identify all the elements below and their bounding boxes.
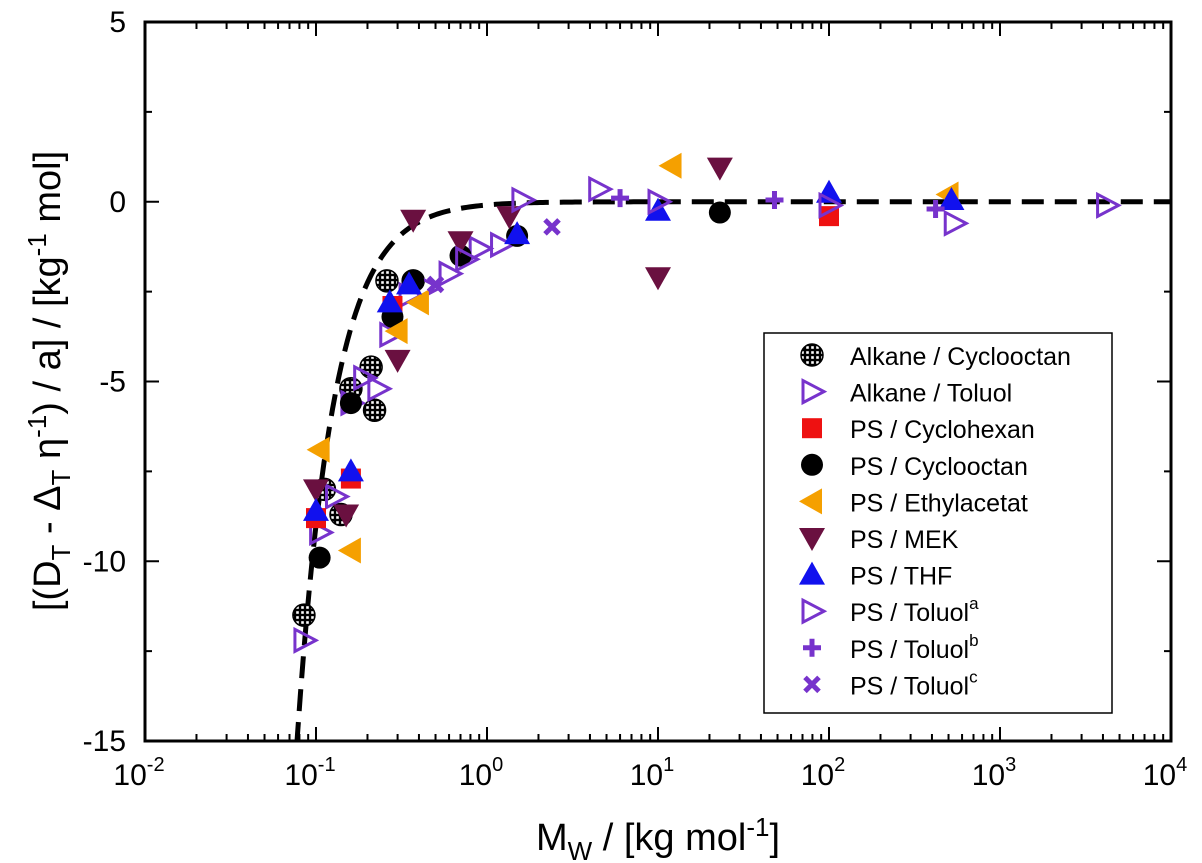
series-9: [426, 218, 561, 294]
data-point: [611, 189, 630, 208]
y-tick-label: 5: [109, 6, 126, 39]
data-point: [765, 190, 784, 209]
data-point: [438, 260, 465, 288]
legend-marker: [803, 638, 821, 657]
legend-entries: Alkane / Cyclooctan Alkane / Toluol PS / C…: [799, 343, 1071, 700]
legend-label: PS / Cyclooctan: [850, 453, 1028, 481]
data-point: [455, 245, 481, 273]
x-tick-label: 103: [972, 754, 1017, 792]
data-point: [511, 186, 538, 214]
legend-label: PS / THF: [850, 563, 952, 591]
y-tick-label: 0: [109, 186, 126, 219]
data-point: [400, 209, 427, 233]
data-point: [303, 497, 329, 521]
x-tick-label: 101: [630, 754, 675, 792]
legend-marker: [799, 561, 825, 585]
y-tick-label: -5: [99, 366, 126, 399]
data-point: [1096, 191, 1122, 219]
data-point: [324, 483, 351, 511]
data-point: [367, 375, 394, 403]
data-point: [396, 271, 423, 295]
data-point: [543, 218, 561, 236]
data-point: [426, 275, 445, 294]
legend-marker: [802, 418, 822, 439]
x-tick-label: 102: [801, 754, 846, 792]
fit-curve-group: [294, 199, 1171, 741]
data-point: [303, 479, 329, 503]
data-point: [384, 318, 408, 345]
legend-label: PS / Cyclohexan: [850, 416, 1035, 444]
x-tick-label: 10-1: [284, 754, 335, 792]
data-point: [405, 289, 429, 316]
data-point: [333, 504, 360, 528]
data-point: [376, 289, 403, 313]
data-point: [819, 206, 839, 227]
x-axis-label: MW / [kg mol-1]: [536, 812, 780, 863]
legend-marker: [801, 453, 823, 476]
data-point: [447, 231, 474, 255]
plot-frame: [143, 20, 1173, 743]
series-5: [303, 157, 733, 528]
legend-marker: [801, 597, 828, 625]
legend-label: Alkane / Toluol: [850, 380, 1012, 408]
legend-marker: [803, 675, 821, 694]
legend: Alkane / Cyclooctan Alkane / Toluol PS / C…: [763, 332, 1113, 714]
data-point: [337, 458, 364, 482]
data-point: [468, 235, 495, 262]
data-point: [353, 364, 379, 392]
data-point: [337, 537, 361, 564]
legend-label: PS / MEK: [850, 526, 959, 554]
series-7: [455, 175, 1122, 273]
y-tick-label: -15: [83, 725, 126, 758]
data-point: [362, 398, 387, 423]
data-point: [375, 269, 399, 293]
data-point: [308, 546, 331, 569]
data-point: [293, 626, 320, 654]
legend-label: PS / Toluola: [850, 594, 979, 627]
fit-curve: [294, 199, 1171, 741]
data-point: [306, 436, 330, 463]
legend-marker: [800, 343, 824, 367]
legend-marker: [799, 488, 822, 515]
data-point: [384, 349, 411, 373]
legend-marker: [801, 378, 828, 406]
series-4: [306, 152, 959, 564]
y-tick-labels: 5 0 -5 -10 -15: [83, 6, 126, 758]
data-point: [647, 188, 674, 216]
legend-label: PS / Ethylacetat: [850, 489, 1028, 517]
legend-label: Alkane / Cyclooctan: [850, 343, 1071, 371]
legend-box: [763, 332, 1113, 714]
data-point: [818, 191, 845, 219]
series-3: [308, 201, 731, 569]
data-point: [645, 267, 671, 291]
y-axis-label: [(DT - ΔT η-1) / a] / [kg-1 mol]: [22, 151, 76, 611]
data-point: [658, 152, 682, 179]
legend-marker: [799, 528, 825, 551]
data-point: [292, 603, 316, 627]
x-tick-label: 100: [459, 754, 504, 792]
x-tick-label: 10-2: [113, 754, 164, 792]
legend-label: PS / Toluolc: [850, 667, 978, 700]
y-tick-label: -10: [83, 545, 126, 578]
data-point: [938, 186, 965, 210]
data-point: [943, 209, 970, 237]
data-point: [449, 244, 472, 267]
x-tick-labels: 10-2 10-1 100 101 102 103 104: [113, 754, 1187, 792]
data-point: [496, 206, 523, 230]
data-point: [504, 221, 531, 245]
legend-label: PS / Toluolb: [850, 631, 979, 664]
data-point: [926, 199, 945, 218]
data-point: [706, 157, 733, 181]
data-points: [292, 152, 1122, 654]
series-8: [611, 189, 945, 218]
x-tick-label: 104: [1143, 754, 1188, 792]
data-point: [339, 392, 362, 415]
data-point: [588, 175, 614, 203]
data-point: [708, 201, 731, 224]
data-point: [490, 231, 516, 259]
